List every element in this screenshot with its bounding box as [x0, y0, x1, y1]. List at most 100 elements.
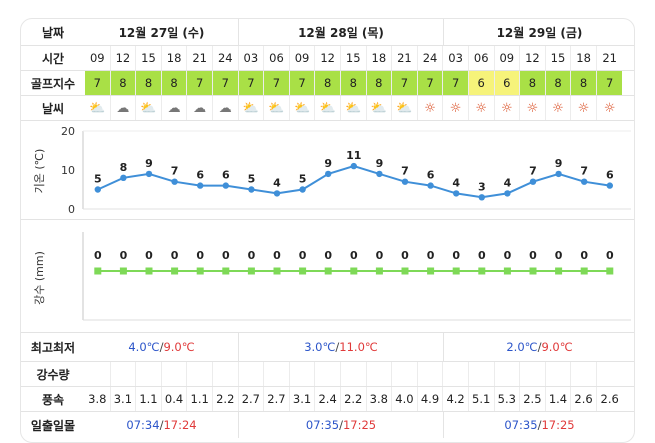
time-cell: 12: [520, 46, 546, 70]
temperature-point: [120, 174, 127, 181]
precip-cell: [187, 362, 213, 386]
sun-icon: ☼: [526, 100, 539, 116]
sun-icon: ☼: [424, 100, 436, 116]
wind-cell: 1.1: [136, 387, 162, 411]
rain-point: [478, 267, 486, 275]
minmax-separator: /: [159, 340, 164, 354]
golf-index-cell: 8: [545, 71, 572, 95]
partly-cloudy-icon: ⛅: [89, 100, 106, 116]
precip-cell: [597, 362, 623, 386]
weather-cell: ⛅: [392, 96, 418, 120]
temperature-chart-row: 0 10 20 기온 (℃) 5 8 9 7 6 6 5 4 5 9 11 9 7 6 4 3 4 7 9 7 6: [21, 121, 634, 219]
temperature-label: 6: [606, 169, 614, 182]
rain-point: [196, 267, 204, 275]
temperature-label: 7: [171, 165, 179, 178]
golf-index-cell: 8: [110, 71, 137, 95]
golf-index-cell: 7: [264, 71, 290, 95]
temperature-label: 9: [555, 157, 563, 170]
partly-cloudy-icon: ⛅: [293, 100, 311, 116]
rain-point: [324, 267, 332, 275]
y-axis-title: 기온 (℃): [33, 149, 46, 194]
wind-cell: 3.8: [367, 387, 393, 411]
rain-label: 0: [555, 249, 563, 262]
temperature-point: [401, 178, 409, 185]
weather-cell: ⛅: [239, 96, 265, 120]
weather-forecast-table: 날짜 12월 27일 (수) 12월 28일 (목) 12월 29일 (금) 시…: [20, 18, 635, 443]
partly-cloudy-icon: ⛅: [345, 100, 362, 116]
minmax-separator: /: [537, 340, 542, 354]
wind-cell: 3.1: [111, 387, 137, 411]
time-cell: 21: [392, 46, 418, 70]
weather-cell: ☁: [111, 96, 137, 120]
rain-axis-title: 강수 (mm): [33, 251, 46, 305]
rain-label: 0: [324, 249, 332, 262]
max-temp: 9.0℃: [163, 340, 195, 354]
temperature-label: 6: [427, 169, 435, 182]
minmax-day-1: 4.0℃/9.0℃: [85, 333, 239, 361]
temperature-label: 7: [580, 165, 588, 178]
min-temp: 3.0℃: [304, 340, 336, 354]
temperature-point: [555, 170, 562, 178]
weather-cell: ☁: [162, 96, 188, 120]
sun-day-2: 07:35/17:25: [239, 412, 444, 438]
wind-cell: 4.2: [443, 387, 469, 411]
rain-label: 0: [196, 249, 204, 262]
temperature-point: [273, 190, 281, 197]
weather-cell: ☼: [418, 96, 444, 120]
temperature-label: 4: [504, 176, 512, 189]
wind-cell: 4.9: [418, 387, 444, 411]
rain-point: [222, 267, 230, 275]
wind-cell: 2.6: [571, 387, 597, 411]
temperature-label: 7: [529, 165, 537, 178]
golf-index-cell: 8: [161, 71, 188, 95]
rain-label: 0: [350, 249, 358, 262]
sun-icon: ☼: [552, 100, 564, 116]
rain-point: [529, 267, 537, 275]
partly-cloudy-icon: ⛅: [268, 100, 285, 116]
weather-cell: ☼: [495, 96, 521, 120]
time-cell: 21: [187, 46, 213, 70]
sunrise-time: 07:34: [126, 418, 160, 432]
wind-cell: 1.1: [187, 387, 213, 411]
golf-index-cell: 8: [315, 71, 341, 95]
temperature-point: [350, 162, 357, 170]
rain-label: 0: [427, 249, 435, 262]
precip-cell: [111, 362, 137, 386]
weather-cell: ⛅: [136, 96, 162, 120]
rain-point: [247, 267, 255, 275]
cloudy-icon: ☁: [167, 100, 181, 116]
wind-cell: 2.7: [264, 387, 290, 411]
precip-cell: [520, 362, 546, 386]
time-cell: 15: [136, 46, 162, 70]
weather-cell: ⛅: [290, 96, 316, 120]
max-temp: 9.0℃: [541, 340, 573, 354]
sunrise-sunset-row: 일출일몰 07:34/17:24 07:35/17:25 07:35/17:25: [21, 412, 634, 438]
temperature-label: 4: [452, 176, 460, 189]
sun-icon: ☼: [603, 100, 616, 116]
precip-row: 강수량: [21, 362, 634, 386]
rain-label: 0: [452, 249, 460, 262]
precip-cell: [571, 362, 597, 386]
golf-index-cell: 7: [238, 71, 265, 95]
sun-day-1: 07:34/17:24: [85, 412, 239, 438]
precip-cell: [469, 362, 495, 386]
minmax-row: 최고최저 4.0℃/9.0℃ 3.0℃/11.0℃ 2.0℃/9.0℃: [21, 333, 634, 361]
rain-label: 0: [504, 249, 512, 262]
precip-cell: [290, 362, 316, 386]
golf-index-cell: 7: [289, 71, 316, 95]
temperature-label: 9: [145, 157, 153, 170]
partly-cloudy-icon: ⛅: [370, 100, 387, 116]
rain-point: [555, 267, 563, 275]
temperature-chart: 0 10 20 기온 (℃) 5 8 9 7 6 6 5 4 5 9 11 9 7 6 4 3 4 7 9 7 6: [33, 125, 631, 216]
rain-point: [119, 267, 127, 275]
rain-point: [606, 267, 614, 275]
rain-point: [94, 267, 102, 275]
precip-cell: [85, 362, 111, 386]
temperature-point: [171, 178, 178, 185]
precip-cell: [162, 362, 188, 386]
rain-label: 0: [171, 249, 179, 262]
weather-cell: ☼: [597, 96, 623, 120]
time-cell: 09: [495, 46, 521, 70]
precip-cell: [367, 362, 393, 386]
sunset-time: 17:25: [541, 418, 575, 432]
